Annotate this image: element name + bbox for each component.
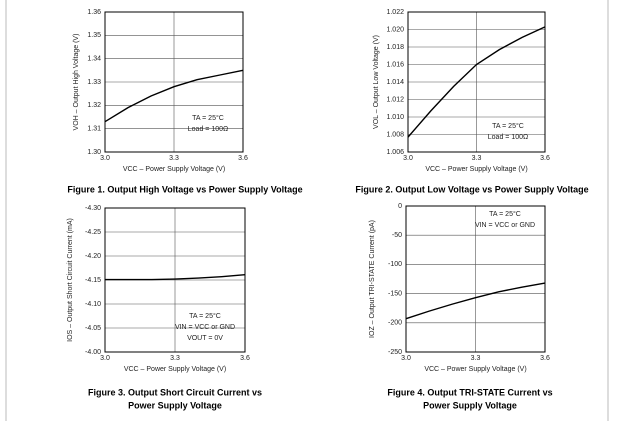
plot-frame bbox=[407, 11, 546, 153]
y-tick-label: -4.25 bbox=[85, 229, 101, 236]
plot-frame bbox=[405, 205, 546, 353]
y-tick-label: 1.022 bbox=[386, 9, 404, 16]
x-tick-label: 3.3 bbox=[170, 355, 180, 362]
data-line bbox=[104, 69, 244, 123]
figure-caption: Power Supply Voltage bbox=[423, 400, 517, 410]
y-tick-label: -4.10 bbox=[85, 301, 101, 308]
x-tick-label: 3.6 bbox=[540, 155, 550, 162]
x-tick-label: 3.3 bbox=[169, 155, 179, 162]
y-tick-label: -4.05 bbox=[85, 325, 101, 332]
y-tick-label: 1.32 bbox=[87, 102, 101, 109]
y-axis-label: IOZ – Output TRI-STATE Current (pA) bbox=[369, 220, 376, 338]
y-axis-label: VOL – Output Low Voltage (V) bbox=[373, 35, 380, 129]
y-tick-label: -200 bbox=[388, 320, 402, 327]
y-tick-label: 1.014 bbox=[386, 79, 404, 86]
x-tick-label: 3.0 bbox=[100, 155, 110, 162]
y-tick-label: 1.36 bbox=[87, 9, 101, 16]
figure-caption: Figure 1. Output High Voltage vs Power S… bbox=[67, 184, 302, 194]
annotation: Load = 100Ω bbox=[188, 126, 228, 133]
x-tick-label: 3.0 bbox=[100, 355, 110, 362]
y-tick-label: 1.010 bbox=[386, 114, 404, 121]
y-tick-label: -100 bbox=[388, 261, 402, 268]
y-tick-label: 1.012 bbox=[386, 96, 404, 103]
figure-caption: Figure 4. Output TRI-STATE Current vs bbox=[387, 387, 552, 397]
annotation: VIN = VCC or GND bbox=[175, 324, 235, 331]
y-tick-label: -4.00 bbox=[85, 349, 101, 356]
figure-caption: Figure 2. Output Low Voltage vs Power Su… bbox=[355, 184, 588, 194]
x-tick-label: 3.0 bbox=[401, 355, 411, 362]
data-line bbox=[105, 274, 246, 281]
y-tick-label: 1.34 bbox=[87, 56, 101, 63]
annotation: TA = 25°C bbox=[492, 122, 524, 130]
y-tick-label: -4.15 bbox=[85, 277, 101, 284]
figure-caption: Power Supply Voltage bbox=[128, 400, 222, 410]
y-tick-label: 1.008 bbox=[386, 131, 404, 138]
x-tick-label: 3.3 bbox=[472, 155, 482, 162]
annotation: TA = 25°C bbox=[489, 210, 521, 218]
annotation: Load = 100Ω bbox=[488, 134, 528, 141]
figure-caption: Figure 3. Output Short Circuit Current v… bbox=[88, 387, 262, 397]
annotation: TA = 25°C bbox=[189, 312, 221, 320]
y-tick-label: 1.31 bbox=[87, 126, 101, 133]
y-tick-label: -250 bbox=[388, 349, 402, 356]
x-tick-label: 3.6 bbox=[240, 355, 250, 362]
x-tick-label: 3.3 bbox=[471, 355, 481, 362]
y-tick-label: 1.33 bbox=[87, 79, 101, 86]
x-axis-label: VCC – Power Supply Voltage (V) bbox=[123, 166, 225, 173]
y-tick-label: 1.020 bbox=[386, 26, 404, 33]
annotation: TA = 25°C bbox=[192, 114, 224, 122]
x-axis-label: VCC – Power Supply Voltage (V) bbox=[424, 366, 526, 373]
data-line bbox=[407, 26, 546, 138]
y-tick-label: 1.018 bbox=[386, 44, 404, 51]
plot-frame bbox=[104, 11, 244, 153]
annotation: VOUT = 0V bbox=[187, 335, 223, 342]
y-tick-label: 1.35 bbox=[87, 32, 101, 39]
data-line bbox=[405, 282, 546, 320]
y-tick-label: -4.30 bbox=[85, 205, 101, 212]
y-tick-label: 1.006 bbox=[386, 149, 404, 156]
x-tick-label: 3.6 bbox=[540, 355, 550, 362]
annotation: VIN = VCC or GND bbox=[475, 222, 535, 229]
y-axis-label: VOH – Output High Voltage (V) bbox=[73, 34, 80, 131]
x-axis-label: VCC – Power Supply Voltage (V) bbox=[425, 166, 527, 173]
y-axis-label: IOS – Output Short Circuit Current (mA) bbox=[67, 218, 74, 342]
x-axis-label: VCC – Power Supply Voltage (V) bbox=[124, 366, 226, 373]
x-tick-label: 3.0 bbox=[403, 155, 413, 162]
y-tick-label: 1.016 bbox=[386, 61, 404, 68]
x-tick-label: 3.6 bbox=[238, 155, 248, 162]
y-tick-label: 1.30 bbox=[87, 149, 101, 156]
y-tick-label: -50 bbox=[392, 232, 402, 239]
y-tick-label: -4.20 bbox=[85, 253, 101, 260]
y-tick-label: -150 bbox=[388, 290, 402, 297]
y-tick-label: 0 bbox=[398, 203, 402, 210]
